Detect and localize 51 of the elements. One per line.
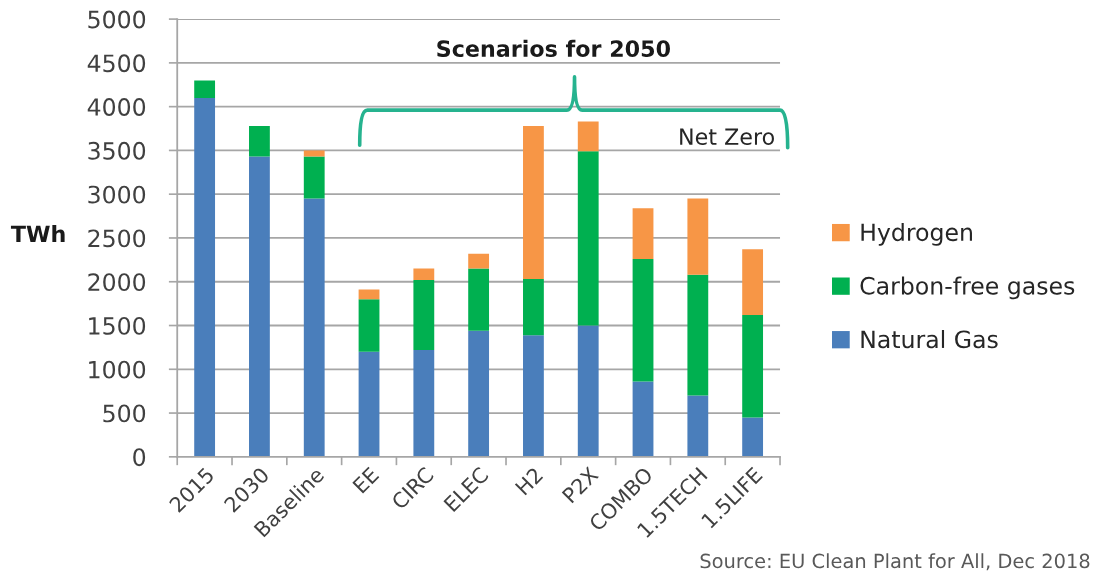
bar	[413, 268, 435, 280]
y-tick-label: 1500	[89, 316, 146, 335]
y-tick-label: 1000	[89, 360, 146, 379]
bar	[249, 156, 270, 457]
bar	[687, 274, 709, 396]
bar	[468, 330, 490, 457]
bar	[687, 198, 709, 275]
bar	[523, 279, 544, 336]
y-tick-label: 3000	[88, 185, 146, 204]
legend-label: Carbon-free gases	[860, 276, 1075, 300]
bar	[358, 289, 380, 300]
bar	[632, 258, 654, 382]
bar	[632, 208, 654, 259]
bar	[523, 125, 544, 280]
legend-label: Natural Gas	[861, 329, 998, 349]
y-tick-label: 2500	[88, 229, 146, 248]
bar	[194, 80, 216, 98]
bar	[303, 198, 325, 457]
bar	[303, 150, 325, 157]
y-tick-label: 3500	[88, 141, 146, 160]
bar	[577, 151, 599, 326]
y-tick-label: 5000	[88, 10, 146, 29]
bar	[468, 268, 490, 331]
bar	[358, 351, 380, 457]
y-tick-label: 500	[103, 404, 146, 423]
bar	[742, 315, 764, 418]
bar	[413, 279, 435, 351]
bar	[687, 395, 709, 457]
bar	[577, 121, 599, 152]
y-tick-label: 0	[133, 448, 146, 467]
bar	[632, 381, 654, 457]
bar	[468, 253, 490, 269]
bar	[523, 335, 544, 457]
bar	[742, 249, 764, 316]
bar	[742, 417, 764, 457]
y-axis-title: TWh	[10, 225, 65, 242]
bar	[413, 350, 435, 457]
text: Scenarios for 2050	[437, 39, 670, 58]
y-tick-label: 4500	[87, 54, 146, 73]
y-tick-label: 4000	[87, 98, 146, 116]
legend-label: Hydrogen	[861, 222, 972, 246]
bar	[358, 299, 380, 352]
bar	[194, 97, 216, 457]
bar	[577, 325, 599, 457]
x-tick-label: H2	[514, 466, 544, 496]
annotation: Net Zero	[680, 128, 774, 146]
x-tick-label: EE	[352, 466, 380, 494]
bar	[249, 125, 270, 157]
bar	[303, 156, 325, 199]
y-tick-label: 2000	[88, 273, 146, 292]
source-note: Source: EU Clean Plant for All, Dec 2018	[700, 553, 1090, 571]
